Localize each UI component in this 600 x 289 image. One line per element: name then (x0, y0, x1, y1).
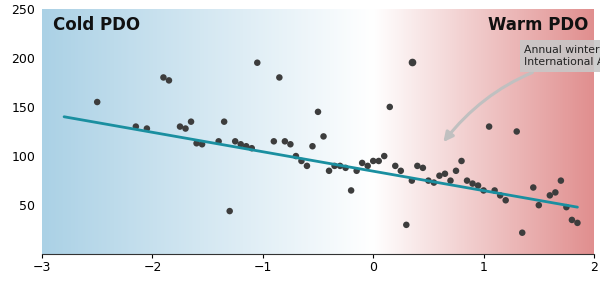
Point (308, 144, 317, 149)
Point (440, 171, 450, 176)
Point (253, 60, 262, 65)
Point (385, 105, 395, 109)
Point (545, 193, 554, 198)
Point (413, 164, 422, 168)
Point (396, 168, 406, 173)
Point (434, 173, 444, 178)
Point (562, 205, 571, 210)
Point (484, 124, 494, 129)
Point (269, 139, 278, 144)
Point (379, 154, 389, 158)
Point (230, 139, 240, 144)
Point (247, 146, 257, 151)
Point (534, 203, 544, 208)
Point (517, 230, 527, 235)
Point (192, 141, 202, 146)
Point (131, 124, 140, 129)
Point (186, 119, 196, 124)
Point (529, 185, 538, 190)
Point (401, 223, 411, 227)
Point (324, 168, 334, 173)
Point (302, 164, 312, 168)
Point (330, 164, 340, 168)
Point (341, 166, 350, 170)
Point (462, 178, 472, 183)
Point (236, 142, 245, 147)
Point (418, 166, 428, 170)
Point (286, 142, 295, 147)
Point (567, 218, 577, 222)
Point (319, 134, 328, 139)
Point (446, 178, 455, 183)
Point (280, 139, 290, 144)
Point (352, 168, 361, 173)
Point (429, 180, 439, 185)
Point (424, 178, 433, 183)
Point (457, 159, 466, 163)
Point (473, 183, 483, 188)
Point (368, 159, 378, 163)
Point (407, 178, 416, 183)
Point (335, 164, 345, 168)
Point (468, 181, 478, 186)
Point (572, 221, 582, 225)
Point (496, 193, 505, 198)
Point (479, 188, 488, 193)
Point (551, 190, 560, 195)
Point (556, 178, 566, 183)
Point (158, 75, 168, 80)
Point (181, 126, 190, 131)
Point (220, 119, 229, 124)
Point (358, 161, 367, 165)
Point (214, 139, 223, 144)
Point (490, 188, 499, 193)
Point (313, 110, 323, 114)
Point (512, 129, 521, 134)
Point (296, 159, 306, 163)
Point (291, 154, 301, 158)
Point (346, 188, 356, 193)
Text: Annual winter snowfall at the Juneau
International Airport (inches): Annual winter snowfall at the Juneau Int… (445, 45, 600, 139)
Point (451, 168, 461, 173)
Point (225, 209, 235, 213)
Point (363, 164, 373, 168)
Point (197, 142, 207, 147)
Point (275, 75, 284, 80)
Point (142, 126, 152, 131)
Point (164, 78, 174, 83)
Point (241, 144, 251, 149)
Text: Warm PDO: Warm PDO (488, 16, 589, 34)
Point (92, 100, 102, 104)
Point (175, 124, 185, 129)
Point (501, 198, 511, 203)
Point (374, 159, 383, 163)
Point (391, 164, 400, 168)
Text: Cold PDO: Cold PDO (53, 16, 140, 34)
